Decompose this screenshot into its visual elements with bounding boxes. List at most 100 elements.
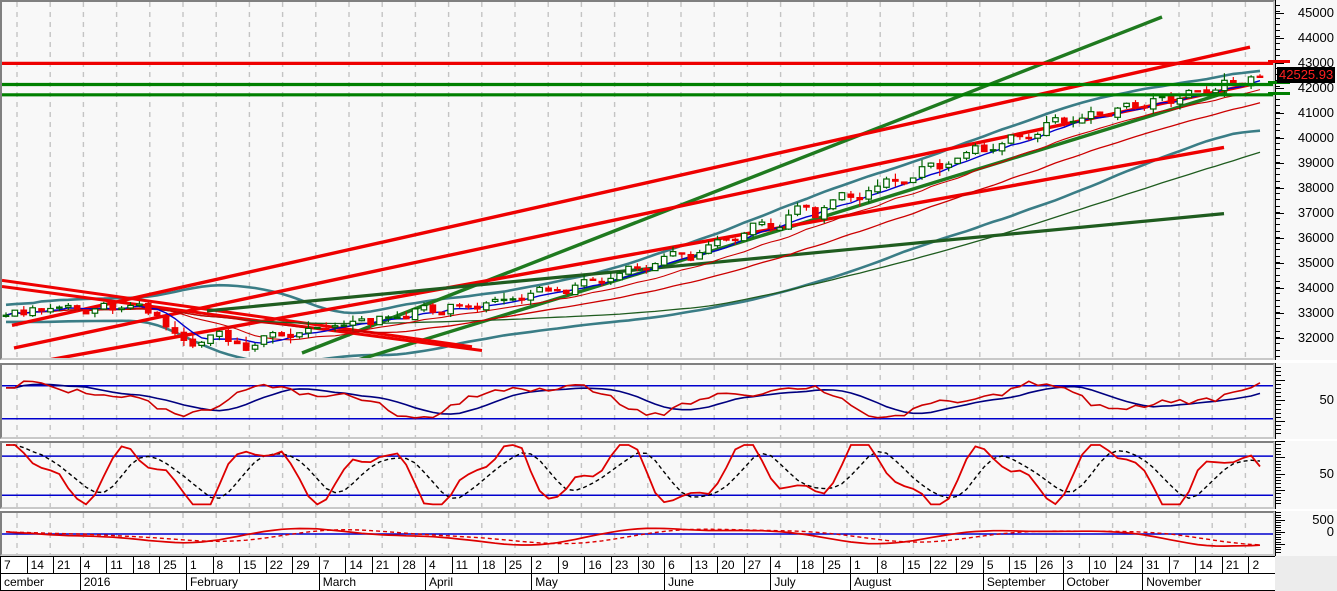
- macd-axis-tick: [1276, 541, 1281, 543]
- price-axis-minor-tick: [1276, 174, 1280, 176]
- macd-axis-tick: [1276, 519, 1285, 521]
- rsi-y-axis[interactable]: 50: [1275, 363, 1337, 439]
- price-y-axis[interactable]: 45000 44000 43000 42000 41000 40000 39000 38000…: [1268, 0, 1337, 360]
- rsi-axis-tick: [1276, 433, 1281, 435]
- date-axis-day-cell: 21: [371, 557, 399, 573]
- date-axis[interactable]: 7 14 21 4 11 18 25 1 8 15 22 29 7 14 21 28 4 11 18 25 2 9 16 23…: [0, 556, 1275, 591]
- date-axis-day-cell: 7: [1168, 557, 1196, 573]
- date-axis-month-cell: June: [664, 574, 770, 590]
- date-axis-day-cell: 15: [903, 557, 930, 573]
- price-chart-panel[interactable]: [0, 0, 1275, 360]
- date-axis-month-cell: October: [1062, 574, 1143, 590]
- date-axis-day-cell: 5: [982, 557, 1010, 573]
- price-axis-tick: [1276, 137, 1284, 139]
- price-axis-label: 44000: [1297, 29, 1334, 45]
- rsi-indicator-panel[interactable]: [0, 363, 1275, 439]
- date-axis-month-cell: 2016: [79, 574, 186, 590]
- price-axis-minor-tick: [1276, 99, 1280, 101]
- rsi-plot-area[interactable]: [2, 365, 1273, 437]
- price-axis-minor-tick: [1276, 5, 1280, 6]
- date-axis-day-cell: 29: [956, 557, 983, 573]
- macd-y-axis[interactable]: 500 0: [1275, 511, 1337, 556]
- stochastic-axis-tick: [1276, 480, 1281, 482]
- price-axis-label: 38000: [1297, 180, 1334, 196]
- date-axis-day-cell: 14: [345, 557, 372, 573]
- date-axis-day-cell: 8: [212, 557, 240, 573]
- price-axis-minor-tick: [1276, 111, 1280, 113]
- stochastic-axis-tick: [1276, 486, 1281, 488]
- macd-axis-label: 0: [1326, 523, 1334, 539]
- price-axis-tick: [1276, 12, 1284, 14]
- stochastic-axis-tick: [1276, 457, 1285, 459]
- date-axis-month-cell: March: [318, 574, 425, 590]
- stochastic-plot-svg: [2, 443, 1273, 507]
- date-axis-day-cell: 27: [743, 557, 771, 573]
- date-axis-day-cell: 4: [79, 557, 107, 573]
- date-axis-day-cell: 25: [159, 557, 186, 573]
- price-axis-label: 33000: [1297, 305, 1334, 321]
- date-axis-day-cell: 25: [823, 557, 850, 573]
- macd-plot-area[interactable]: [2, 513, 1273, 554]
- date-axis-day-cell: 23: [610, 557, 638, 573]
- macd-axis-tick: [1276, 536, 1281, 538]
- price-axis-label: 34000: [1297, 280, 1334, 296]
- price-axis-label: 43000: [1297, 54, 1334, 70]
- macd-axis-tick: [1276, 531, 1285, 533]
- rsi-axis-tick: [1276, 420, 1285, 422]
- date-axis-day-cell: 28: [398, 557, 425, 573]
- price-axis-minor-tick: [1276, 86, 1280, 88]
- price-axis-minor-tick: [1276, 312, 1280, 314]
- macd-axis-tick: [1276, 549, 1281, 551]
- stochastic-plot-area[interactable]: [2, 443, 1273, 507]
- date-axis-day-cell: 25: [504, 557, 532, 573]
- stochastic-axis-tick: [1276, 460, 1281, 462]
- date-axis-day-cell: 4: [770, 557, 797, 573]
- stochastic-axis-tick: [1276, 463, 1281, 465]
- price-axis-tick: [1276, 87, 1284, 89]
- macd-indicator-panel[interactable]: [0, 511, 1275, 556]
- stochastic-y-axis[interactable]: 50: [1275, 441, 1337, 509]
- price-axis-tick: [1276, 263, 1284, 265]
- price-axis-minor-tick: [1276, 205, 1280, 207]
- price-axis-minor-tick: [1276, 142, 1280, 144]
- price-axis-minor-tick: [1276, 124, 1280, 126]
- price-axis-minor-tick: [1276, 30, 1280, 32]
- price-plot-svg: [2, 2, 1273, 358]
- price-axis-minor-tick: [1276, 42, 1280, 44]
- rsi-axis-tick: [1276, 371, 1281, 373]
- date-axis-day-cell: 1: [185, 557, 213, 573]
- price-axis-minor-tick: [1276, 293, 1280, 295]
- stochastic-axis-tick: [1276, 476, 1281, 478]
- date-axis-day-cell: 26: [1035, 557, 1063, 573]
- date-axis-day-cell: 13: [690, 557, 718, 573]
- date-axis-day-cell: 30: [637, 557, 665, 573]
- date-axis-day-cell: 29: [292, 557, 319, 573]
- date-axis-day-cell: 31: [1142, 557, 1169, 573]
- price-plot-area[interactable]: [2, 2, 1273, 358]
- date-axis-day-cell: 20: [717, 557, 744, 573]
- date-axis-day-cell: 15: [239, 557, 266, 573]
- price-axis-minor-tick: [1276, 23, 1280, 25]
- rsi-axis-label: 50: [1319, 392, 1334, 408]
- rsi-axis-tick: [1276, 391, 1281, 393]
- macd-axis-tick: [1276, 546, 1281, 548]
- date-axis-day-cell: 7: [0, 557, 27, 573]
- price-axis-minor-tick: [1276, 287, 1280, 289]
- date-axis-day-cell: 14: [26, 557, 54, 573]
- stochastic-axis-tick: [1276, 450, 1281, 452]
- stochastic-axis-tick: [1276, 496, 1281, 498]
- price-axis-minor-tick: [1276, 180, 1280, 182]
- macd-axis-tick: [1276, 517, 1281, 519]
- stochastic-indicator-panel[interactable]: [0, 441, 1275, 509]
- rsi-axis-tick: [1276, 429, 1281, 431]
- price-axis-minor-tick: [1276, 161, 1280, 163]
- date-axis-day-cell: 15: [1009, 557, 1036, 573]
- price-axis-tick: [1276, 238, 1284, 240]
- rsi-axis-tick: [1276, 408, 1281, 410]
- macd-axis-tick: [1276, 514, 1281, 516]
- price-axis-minor-tick: [1276, 249, 1280, 251]
- price-axis-minor-tick: [1276, 261, 1280, 263]
- price-axis-minor-tick: [1276, 211, 1280, 213]
- rsi-axis-tick: [1276, 367, 1281, 369]
- date-axis-day-cell: 22: [929, 557, 957, 573]
